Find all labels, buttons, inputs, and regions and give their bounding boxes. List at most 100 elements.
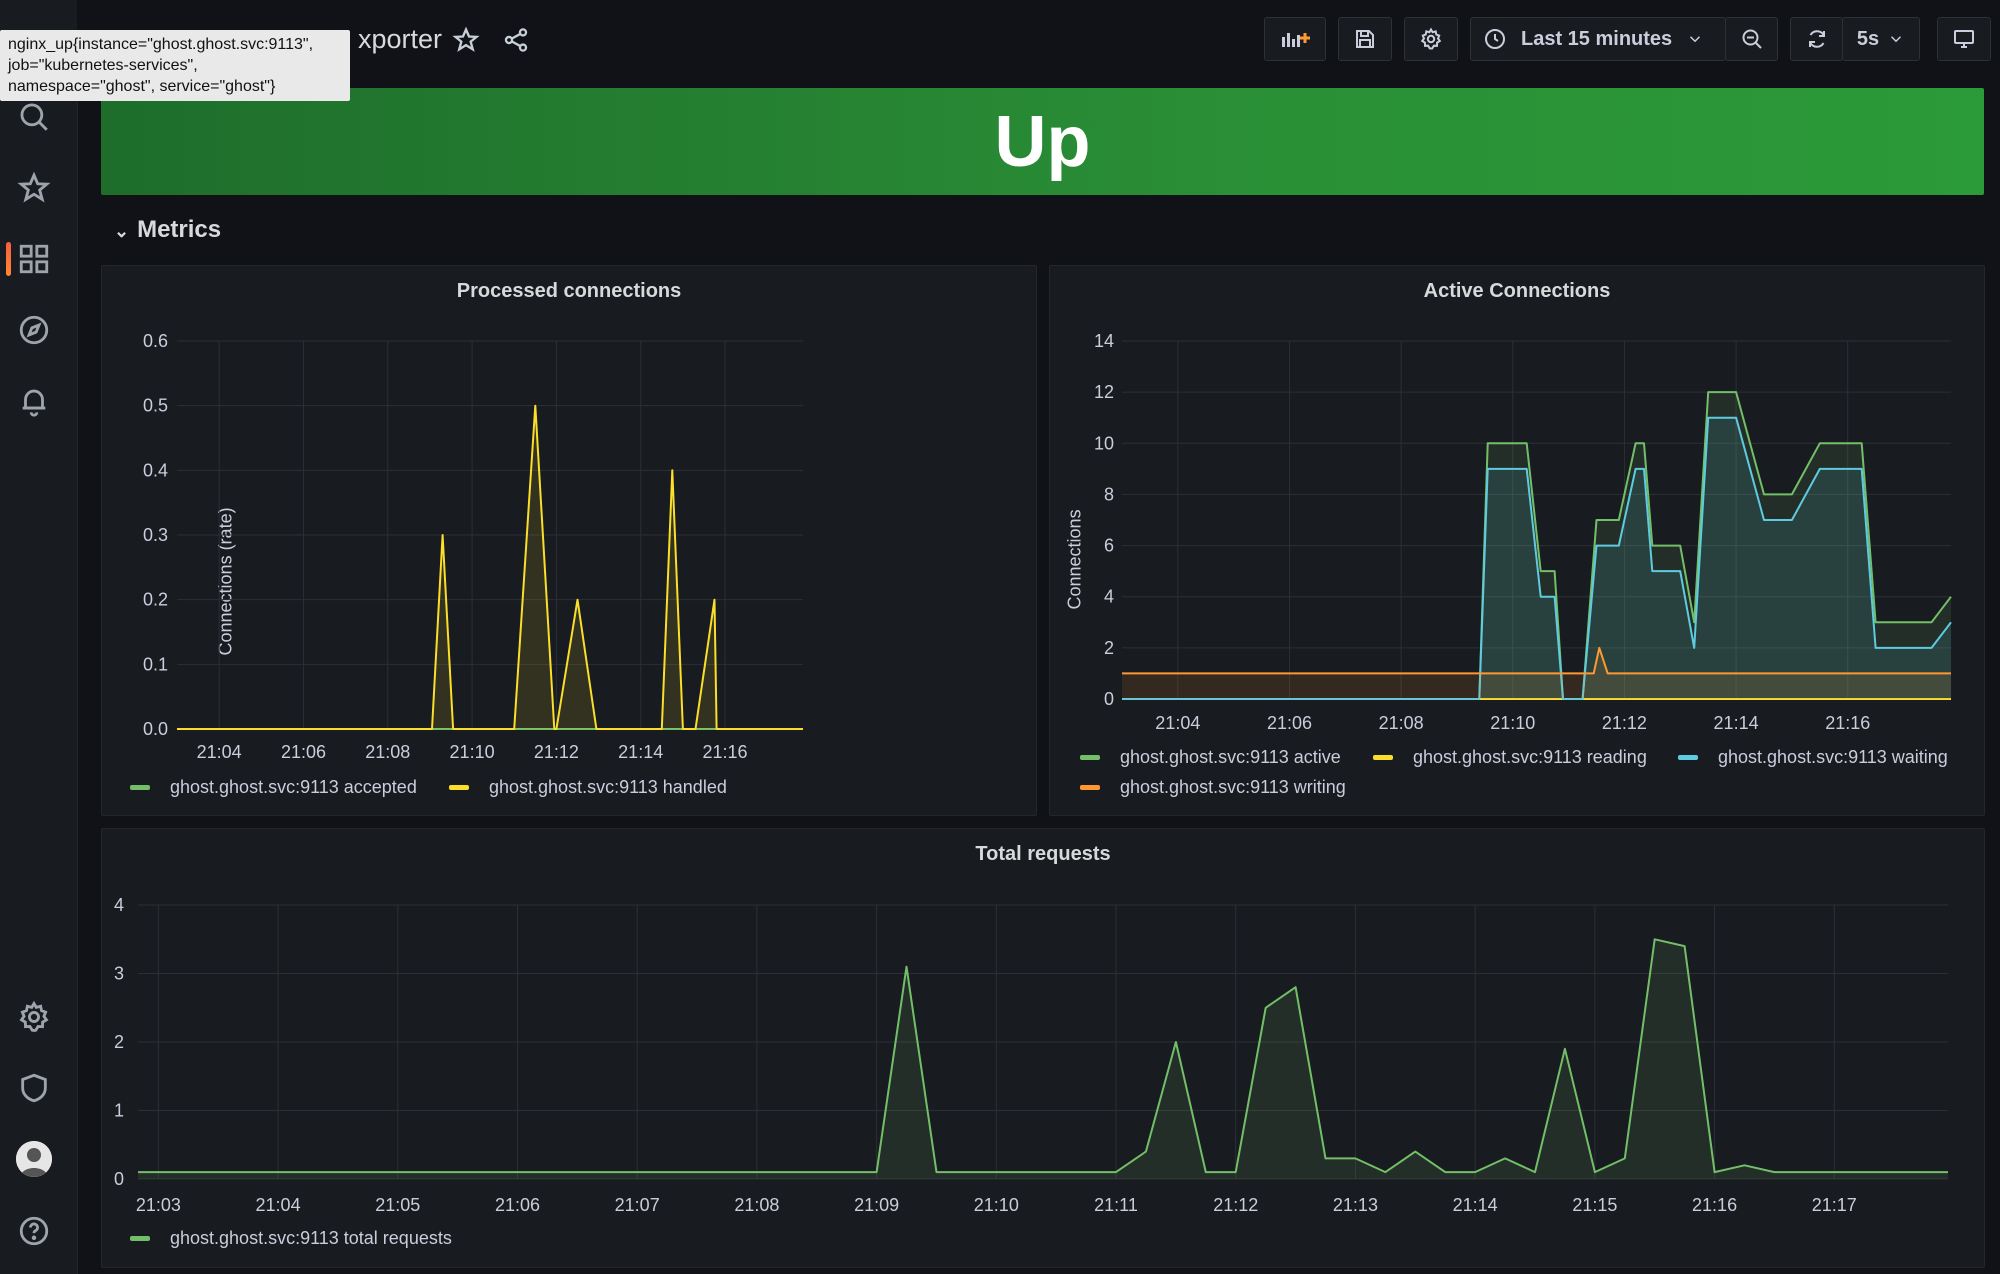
x-tick-label: 21:04 <box>256 1195 301 1215</box>
help-icon[interactable] <box>14 1211 54 1251</box>
sidebar <box>0 0 78 1274</box>
y-tick-label: 0.1 <box>143 654 168 674</box>
user-avatar[interactable] <box>16 1141 52 1177</box>
share-icon[interactable] <box>500 24 532 56</box>
x-tick-label: 21:09 <box>854 1195 899 1215</box>
legend-item[interactable]: ghost.ghost.svc:9113 accepted <box>130 777 417 798</box>
series-line <box>1122 391 1952 700</box>
time-range-picker[interactable]: Last 15 minutes <box>1470 17 1726 61</box>
y-tick-label: 0 <box>114 1169 124 1189</box>
y-tick-label: 0 <box>1104 689 1114 709</box>
series-line <box>1122 416 1952 700</box>
legend-swatch <box>1080 755 1100 760</box>
y-tick-label: 0.2 <box>143 590 168 610</box>
tooltip-line: namespace="ghost", service="ghost"} <box>8 78 276 95</box>
legend-label: ghost.ghost.svc:9113 writing <box>1120 777 1346 797</box>
stat-value: Up <box>994 101 1091 182</box>
explore-icon[interactable] <box>14 310 54 350</box>
panel-title: Total requests <box>975 843 1111 865</box>
row-title: Metrics <box>137 216 222 243</box>
y-tick-label: 4 <box>114 895 124 915</box>
dashboard-settings-button[interactable] <box>1404 17 1458 61</box>
refresh-interval-picker[interactable]: 5s <box>1842 17 1920 61</box>
save-dashboard-button[interactable] <box>1338 17 1392 61</box>
x-tick-label: 21:13 <box>1333 1195 1378 1215</box>
chevron-down-icon <box>1690 36 1701 43</box>
active-connections-panel[interactable]: Active Connections Connections 0 2 4 6 8 10 12… <box>1049 265 1985 816</box>
series-line <box>1122 646 1951 675</box>
x-tick-label: 21:08 <box>734 1195 779 1215</box>
total-requests-panel[interactable]: Total requests 0 1 2 3 4 21:03 21:04 21:05 21:06… <box>101 828 1985 1268</box>
x-tick-label: 21:16 <box>1692 1195 1737 1215</box>
chevron-down-icon <box>1891 36 1902 43</box>
x-tick-label: 21:08 <box>365 742 410 762</box>
starred-icon[interactable] <box>14 168 54 208</box>
zoom-out-button[interactable] <box>1725 17 1778 61</box>
clock-icon <box>1485 29 1505 49</box>
refresh-icon <box>1808 30 1825 48</box>
x-tick-label: 21:04 <box>197 742 242 762</box>
x-tick-label: 21:12 <box>534 742 579 762</box>
x-tick-label: 21:11 <box>1094 1195 1138 1215</box>
x-tick-label: 21:05 <box>375 1195 420 1215</box>
dashboards-icon[interactable] <box>14 239 54 279</box>
x-tick-label: 21:16 <box>1825 713 1870 733</box>
y-tick-label: 0.6 <box>143 331 168 351</box>
gear-icon <box>1420 27 1442 50</box>
legend-label: ghost.ghost.svc:9113 handled <box>489 777 727 797</box>
x-tick-label: 21:04 <box>1155 713 1200 733</box>
dashboard-navbar: xporter Last 15 minutes 5s <box>77 0 2000 82</box>
legend-item[interactable]: ghost.ghost.svc:9113 active <box>1080 747 1341 768</box>
legend-item[interactable]: ghost.ghost.svc:9113 handled <box>449 777 727 798</box>
legend-item[interactable]: ghost.ghost.svc:9113 reading <box>1373 747 1647 768</box>
x-tick-label: 21:10 <box>974 1195 1019 1215</box>
x-tick-label: 21:14 <box>618 742 663 762</box>
nginx-up-stat-panel[interactable]: Up <box>101 88 1984 195</box>
legend-label: ghost.ghost.svc:9113 accepted <box>170 777 417 797</box>
legend-label: ghost.ghost.svc:9113 total requests <box>170 1228 452 1248</box>
y-tick-label: 2 <box>114 1032 124 1052</box>
series-line <box>177 404 803 730</box>
legend-swatch <box>130 785 150 790</box>
refresh-button[interactable] <box>1790 17 1843 61</box>
series-area <box>177 405 803 729</box>
series-tooltip: nginx_up{instance="ghost.ghost.svc:9113"… <box>0 30 350 101</box>
active-connections-chart: 0 2 4 6 8 10 12 14 21:04 21:06 21:08 21:10 21:12 21:1… <box>1094 331 1952 733</box>
x-tick-label: 21:07 <box>615 1195 660 1215</box>
legend-item[interactable]: ghost.ghost.svc:9113 waiting <box>1678 747 1948 768</box>
x-tick-label: 21:08 <box>1379 713 1424 733</box>
row-header-metrics[interactable]: ⌄ Metrics <box>114 216 221 244</box>
y-tick-label: 12 <box>1094 382 1114 402</box>
processed-connections-chart: 0.0 0.1 0.2 0.3 0.4 0.5 0.6 21:04 21:06 21:08 21:1… <box>143 331 803 762</box>
tv-mode-button[interactable] <box>1937 17 1991 61</box>
y-tick-label: 1 <box>114 1101 124 1121</box>
y-tick-label: 6 <box>1104 536 1114 556</box>
configuration-gear-icon[interactable] <box>14 997 54 1037</box>
panel-title: Processed connections <box>456 280 682 302</box>
y-tick-label: 4 <box>1104 587 1114 607</box>
y-tick-label: 8 <box>1104 484 1114 504</box>
y-tick-label: 10 <box>1094 433 1114 453</box>
panel-title: Active Connections <box>1423 280 1611 302</box>
x-tick-label: 21:06 <box>1267 713 1312 733</box>
y-tick-label: 0.5 <box>143 396 168 416</box>
chevron-down-icon: ⌄ <box>114 221 130 241</box>
legend-item[interactable]: ghost.ghost.svc:9113 total requests <box>130 1228 452 1249</box>
add-panel-button[interactable] <box>1264 17 1326 61</box>
x-tick-label: 21:10 <box>450 742 495 762</box>
star-icon[interactable] <box>450 24 482 56</box>
legend-item[interactable]: ghost.ghost.svc:9113 writing <box>1080 777 1346 798</box>
server-admin-shield-icon[interactable] <box>14 1068 54 1108</box>
zoom-out-icon <box>1742 29 1762 49</box>
legend-swatch <box>130 1236 150 1241</box>
search-icon[interactable] <box>14 97 54 137</box>
alerting-bell-icon[interactable] <box>14 381 54 421</box>
processed-connections-panel[interactable]: Processed connections Connections (rate)… <box>101 265 1037 816</box>
x-tick-label: 21:14 <box>1714 713 1759 733</box>
legend-swatch <box>1080 785 1100 790</box>
x-tick-label: 21:03 <box>136 1195 181 1215</box>
y-tick-label: 14 <box>1094 331 1114 351</box>
dashboard-title[interactable]: xporter <box>358 24 443 54</box>
legend-swatch <box>1678 755 1698 760</box>
time-range-label: Last 15 minutes <box>1521 27 1673 50</box>
